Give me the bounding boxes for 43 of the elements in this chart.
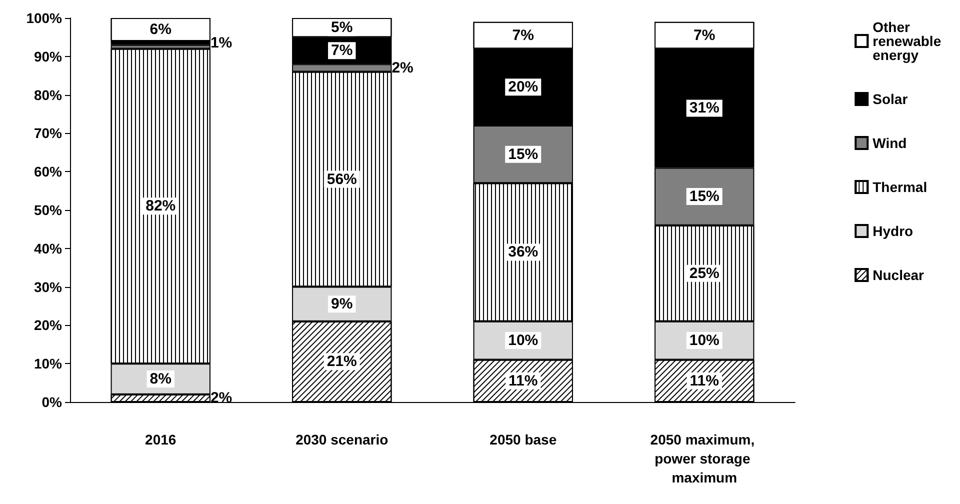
y-tick-label: 10% xyxy=(34,356,63,372)
data-label: 6% xyxy=(150,21,172,38)
data-label: 1% xyxy=(210,34,232,52)
data-label: 82% xyxy=(146,198,176,215)
data-label: 2% xyxy=(392,59,414,76)
data-label: 9% xyxy=(331,296,353,313)
x-tick-label: 2050 base xyxy=(490,432,557,448)
data-label: 25% xyxy=(689,264,720,282)
y-tick-label: 80% xyxy=(34,86,63,103)
legend-label: Thermal xyxy=(872,179,928,195)
data-label: 20% xyxy=(508,78,538,96)
legend-label: Wind xyxy=(872,135,907,151)
y-tick-label: 90% xyxy=(34,48,63,64)
data-label: 5% xyxy=(331,19,353,36)
data-label: 15% xyxy=(508,146,538,163)
y-tick-label: 20% xyxy=(34,317,63,334)
data-label: 7% xyxy=(512,26,534,44)
data-label: 7% xyxy=(694,26,716,44)
legend-label: Other renewable energy xyxy=(872,19,946,63)
data-label: 10% xyxy=(508,332,538,350)
x-tick-label: 2050 maximum, power storage maximum xyxy=(650,432,758,486)
data-label: 11% xyxy=(690,372,719,390)
data-label: 31% xyxy=(689,100,720,117)
data-label: 56% xyxy=(326,170,357,188)
y-tick-label: 60% xyxy=(34,164,63,180)
data-label: 15% xyxy=(689,188,720,206)
y-tick-label: 0% xyxy=(42,394,63,410)
x-tick-label: 2030 scenario xyxy=(296,432,388,448)
y-tick-label: 30% xyxy=(34,278,63,295)
y-tick-label: 40% xyxy=(34,240,63,256)
legend-label: Hydro xyxy=(872,223,914,239)
y-tick-label: 50% xyxy=(34,202,63,218)
data-label: 7% xyxy=(331,42,353,60)
y-tick-label: 70% xyxy=(34,125,63,142)
data-label: 21% xyxy=(326,353,357,370)
data-label: 36% xyxy=(508,244,538,261)
x-tick-label: 2016 xyxy=(145,432,176,448)
legend-label: Solar xyxy=(872,91,908,107)
y-tick-label: 100% xyxy=(26,10,63,26)
legend-label: Nuclear xyxy=(872,267,925,283)
data-label: 11% xyxy=(508,372,538,390)
data-label: 10% xyxy=(689,332,720,350)
data-label: 8% xyxy=(150,370,172,388)
